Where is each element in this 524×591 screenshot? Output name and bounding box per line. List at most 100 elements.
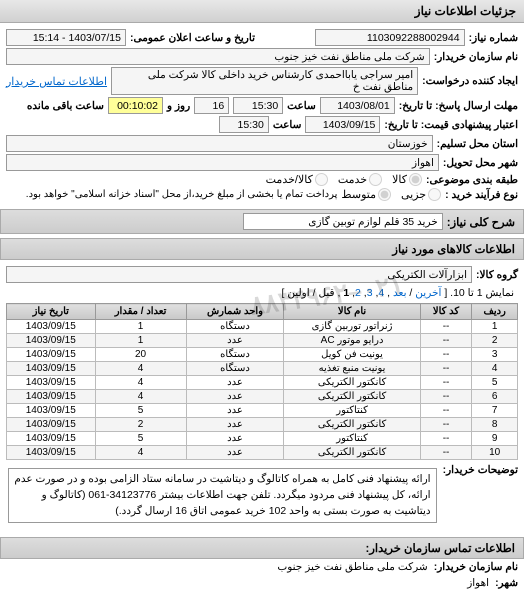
- table-cell: 5: [95, 432, 186, 446]
- requester-label: ایجاد کننده درخواست:: [422, 75, 518, 87]
- table-cell: 1403/09/15: [7, 432, 96, 446]
- table-row: 10--کانکتور الکتریکیعدد41403/09/15: [7, 446, 518, 460]
- table-cell: ژنراتور توربین گازی: [284, 320, 420, 334]
- requester-value: امیر سراجی یابااحمدی کارشناس خرید داخلی …: [111, 67, 418, 95]
- table-column-header: واحد شمارش: [186, 304, 284, 320]
- table-cell: یونیت منبع تغذیه: [284, 362, 420, 376]
- table-cell: 7: [472, 404, 518, 418]
- table-cell: --: [420, 446, 472, 460]
- packaging-radio-group: کالا خدمت کالا/خدمت: [266, 173, 422, 186]
- request-no-value: 1103092288002944: [315, 29, 465, 46]
- packaging-radio-label: کالا: [392, 173, 407, 186]
- table-cell: 1403/09/15: [7, 334, 96, 348]
- items-header: اطلاعات کالاهای مورد نیاز: [0, 238, 524, 260]
- table-row: 5--کانکتور الکتریکیعدد41403/09/15: [7, 376, 518, 390]
- table-cell: --: [420, 320, 472, 334]
- deadline-date: 1403/08/01: [320, 97, 395, 114]
- table-cell: عدد: [186, 376, 284, 390]
- table-cell: کنتاکتور: [284, 404, 420, 418]
- table-cell: 4: [95, 390, 186, 404]
- packaging-label: طبقه بندی موضوعی:: [426, 174, 518, 186]
- deadline-remain-label: ساعت باقی مانده: [27, 100, 104, 112]
- packaging-radio-label: خدمت: [338, 173, 367, 186]
- purchase-type-radio-label: جزیی: [401, 188, 426, 201]
- packaging-option[interactable]: خدمت: [338, 173, 382, 186]
- table-cell: 2: [95, 418, 186, 432]
- deadline-days-and: روز و: [167, 100, 190, 112]
- pagination-next[interactable]: بعد: [393, 287, 407, 299]
- table-row: 8--کانکتور الکتریکیعدد21403/09/15: [7, 418, 518, 432]
- pagination-prev: قبل: [318, 287, 334, 299]
- purchase-type-radio[interactable]: [428, 188, 441, 201]
- validity-time-label: ساعت: [273, 119, 302, 131]
- purchase-type-radio-label: متوسط: [341, 188, 376, 201]
- table-column-header: تاریخ نیاز: [7, 304, 96, 320]
- table-cell: --: [420, 376, 472, 390]
- table-cell: 5: [95, 404, 186, 418]
- packaging-option[interactable]: کالا: [392, 173, 422, 186]
- pagination-sep2: ,: [335, 287, 341, 299]
- deadline-remain: 00:10:02: [108, 97, 163, 114]
- deadline-label: مهلت ارسال پاسخ: تا تاریخ:: [399, 100, 518, 112]
- purchase-type-option[interactable]: جزیی: [401, 188, 441, 201]
- table-cell: کنتاکتور: [284, 432, 420, 446]
- deadline-days: 16: [194, 97, 229, 114]
- item-group-value: ابزارآلات الکتریکی: [6, 266, 472, 283]
- table-cell: 20: [95, 348, 186, 362]
- table-column-header: کد کالا: [420, 304, 472, 320]
- table-cell: 1403/09/15: [7, 362, 96, 376]
- buyer-name-value: شرکت ملی مناطق نفت خیز جنوب: [6, 48, 430, 65]
- purchase-type-note: پرداخت تمام یا بخشی از مبلغ خرید،از محل …: [26, 189, 338, 200]
- packaging-radio[interactable]: [409, 173, 422, 186]
- table-cell: عدد: [186, 334, 284, 348]
- location-label: استان محل تسلیم:: [437, 138, 518, 150]
- table-column-header: ردیف: [472, 304, 518, 320]
- table-column-header: تعداد / مقدار: [95, 304, 186, 320]
- table-cell: 1: [95, 334, 186, 348]
- table-cell: 1: [95, 320, 186, 334]
- table-cell: 3: [472, 348, 518, 362]
- table-cell: 9: [472, 432, 518, 446]
- table-cell: 2: [472, 334, 518, 348]
- item-group-label: گروه کالا:: [476, 269, 518, 281]
- table-cell: 1403/09/15: [7, 446, 96, 460]
- table-cell: 1403/09/15: [7, 404, 96, 418]
- table-row: 3--یونیت فن کویلدستگاه201403/09/15: [7, 348, 518, 362]
- deadline-time-label: ساعت: [287, 100, 316, 112]
- pagination-close: ]: [281, 287, 284, 299]
- pagination-last[interactable]: آخرین: [415, 287, 441, 299]
- packaging-radio-label: کالا/خدمت: [266, 173, 313, 186]
- packaging-radio[interactable]: [369, 173, 382, 186]
- org-city-value: اهواز: [467, 577, 489, 589]
- purchase-type-option[interactable]: متوسط: [341, 188, 391, 201]
- pagination-first: اولین: [287, 287, 309, 299]
- items-table: ردیفکد کالانام کالاواحد شمارشتعداد / مقد…: [6, 303, 518, 460]
- table-cell: 4: [95, 362, 186, 376]
- purchase-type-radio[interactable]: [378, 188, 391, 201]
- table-cell: 4: [95, 446, 186, 460]
- table-cell: عدد: [186, 390, 284, 404]
- table-row: 6--کانکتور الکتریکیعدد41403/09/15: [7, 390, 518, 404]
- pagination-sep1: /: [407, 287, 413, 299]
- table-cell: --: [420, 348, 472, 362]
- org-name-value: شرکت ملی مناطق نفت خیز جنوب: [277, 561, 427, 573]
- table-cell: 10: [472, 446, 518, 460]
- packaging-radio[interactable]: [315, 173, 328, 186]
- table-cell: 1403/09/15: [7, 418, 96, 432]
- table-cell: عدد: [186, 432, 284, 446]
- location-value: خوزستان: [6, 135, 433, 152]
- table-cell: عدد: [186, 446, 284, 460]
- table-cell: دستگاه: [186, 362, 284, 376]
- validity-label: اعتبار پیشنهادی قیمت: تا تاریخ:: [384, 119, 518, 131]
- table-cell: --: [420, 404, 472, 418]
- city-label: شهر محل تحویل:: [443, 157, 518, 169]
- table-cell: درایو موتور AC: [284, 334, 420, 348]
- table-cell: عدد: [186, 404, 284, 418]
- table-column-header: نام کالا: [284, 304, 420, 320]
- pagination: نمایش 1 تا 10. [ آخرین / بعد , 4, 3, 2, …: [6, 285, 518, 301]
- validity-time: 15:30: [219, 116, 269, 133]
- packaging-option[interactable]: کالا/خدمت: [266, 173, 328, 186]
- table-cell: کانکتور الکتریکی: [284, 446, 420, 460]
- buyer-contact-link[interactable]: اطلاعات تماس خریدار: [6, 75, 107, 88]
- deadline-time: 15:30: [233, 97, 283, 114]
